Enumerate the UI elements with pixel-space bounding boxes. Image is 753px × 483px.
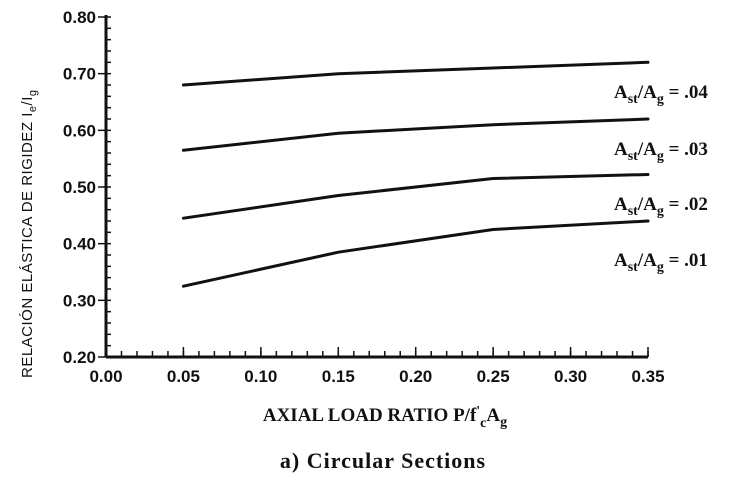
x-tick-label: 0.00 bbox=[89, 367, 122, 386]
y-axis-title: RELACIÓN ELÁSTICA DE RIGIDEZ Ie/Ig bbox=[19, 90, 39, 379]
series-line-3 bbox=[181, 173, 650, 220]
series-line-2 bbox=[181, 117, 650, 152]
x-tick-label: 0.35 bbox=[631, 367, 664, 386]
x-tick-label: 0.15 bbox=[322, 367, 355, 386]
x-tick-labels: 0.00 0.05 0.10 0.15 0.20 0.25 0.30 0.35 bbox=[89, 367, 664, 386]
x-axis-title: AXIAL LOAD RATIO P/f'cAg bbox=[263, 404, 507, 431]
y-tick-label: 0.30 bbox=[63, 291, 96, 310]
series-label-1: Ast/Ag = .04 bbox=[614, 82, 708, 107]
y-tick-labels: 0.20 0.30 0.40 0.50 0.60 0.70 0.80 bbox=[63, 8, 96, 367]
y-tick-label: 0.20 bbox=[63, 348, 96, 367]
x-tick-label: 0.20 bbox=[399, 367, 432, 386]
series-labels: Ast/Ag = .04 Ast/Ag = .03 Ast/Ag = .02 Ast/… bbox=[614, 82, 708, 275]
x-tick-label: 0.10 bbox=[244, 367, 277, 386]
series-line-4 bbox=[181, 219, 650, 288]
y-tick-label: 0.50 bbox=[63, 178, 96, 197]
series-label-4: Ast/Ag = .01 bbox=[614, 250, 708, 275]
y-tick-label: 0.70 bbox=[63, 65, 96, 84]
y-tick-label: 0.40 bbox=[63, 235, 96, 254]
series-label-2: Ast/Ag = .03 bbox=[614, 139, 708, 164]
series-label-3: Ast/Ag = .02 bbox=[614, 194, 708, 219]
x-tick-label: 0.25 bbox=[477, 367, 510, 386]
y-tick-label: 0.60 bbox=[63, 121, 96, 140]
x-tick-label: 0.05 bbox=[167, 367, 200, 386]
series-line-1 bbox=[181, 60, 650, 87]
series-lines bbox=[181, 60, 650, 288]
axes bbox=[98, 15, 649, 359]
chart-caption: a) Circular Sections bbox=[280, 448, 486, 473]
y-tick-label: 0.80 bbox=[63, 8, 96, 27]
x-tick-label: 0.30 bbox=[554, 367, 587, 386]
